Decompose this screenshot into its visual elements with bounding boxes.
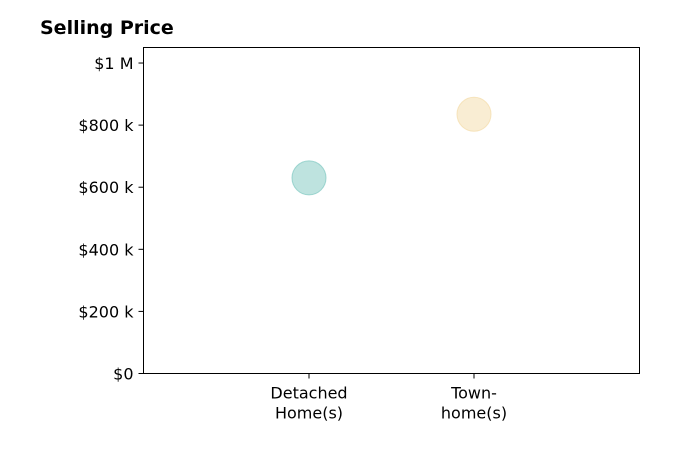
chart-title: Selling Price xyxy=(40,17,174,39)
y-tick-label: $400 k xyxy=(78,240,134,259)
y-tick-label: $0 xyxy=(113,365,133,384)
y-axis: $0 $200 k $400 k $600 k $800 k $1 M xyxy=(78,54,144,384)
y-tick-label: $800 k xyxy=(78,116,134,135)
x-tick-label: home(s) xyxy=(441,404,507,423)
y-tick-label: $200 k xyxy=(78,302,134,321)
y-tick-label: $600 k xyxy=(78,178,134,197)
data-points xyxy=(291,96,492,196)
x-tick-label: Detached xyxy=(270,384,347,403)
data-point xyxy=(291,160,327,196)
data-point xyxy=(456,96,492,132)
plot-frame xyxy=(143,47,640,374)
x-tick-label: Home(s) xyxy=(275,404,343,423)
y-tick-label: $1 M xyxy=(94,54,133,73)
x-tick-label: Town- xyxy=(450,384,497,403)
